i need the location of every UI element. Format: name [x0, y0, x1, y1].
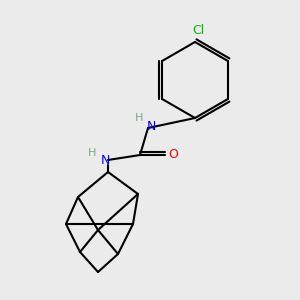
Text: N: N [146, 121, 156, 134]
Text: Cl: Cl [192, 23, 204, 37]
Text: H: H [135, 113, 143, 123]
Text: N: N [100, 154, 110, 167]
Text: O: O [168, 148, 178, 161]
Text: H: H [88, 148, 96, 158]
